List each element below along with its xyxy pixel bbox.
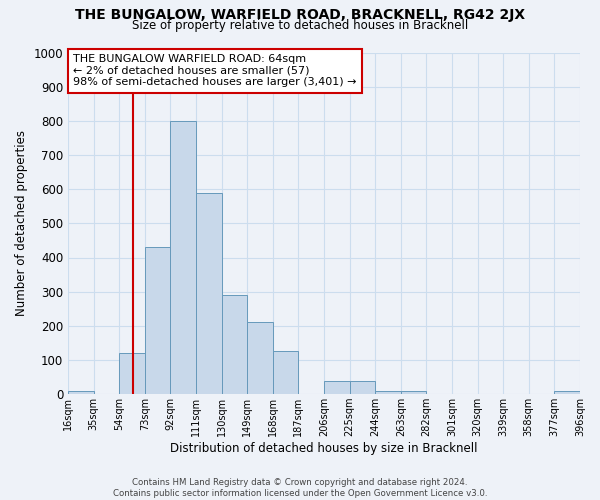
Bar xyxy=(196,192,221,394)
Bar xyxy=(145,247,170,394)
Bar xyxy=(119,353,145,394)
Bar xyxy=(170,121,196,394)
Bar xyxy=(247,322,273,394)
Bar xyxy=(273,352,298,394)
Bar xyxy=(401,391,427,394)
X-axis label: Distribution of detached houses by size in Bracknell: Distribution of detached houses by size … xyxy=(170,442,478,455)
Bar xyxy=(375,391,401,394)
Text: THE BUNGALOW WARFIELD ROAD: 64sqm
← 2% of detached houses are smaller (57)
98% o: THE BUNGALOW WARFIELD ROAD: 64sqm ← 2% o… xyxy=(73,54,356,88)
Bar xyxy=(350,380,375,394)
Bar xyxy=(324,380,350,394)
Y-axis label: Number of detached properties: Number of detached properties xyxy=(15,130,28,316)
Bar xyxy=(554,391,580,394)
Text: Size of property relative to detached houses in Bracknell: Size of property relative to detached ho… xyxy=(132,19,468,32)
Text: Contains HM Land Registry data © Crown copyright and database right 2024.
Contai: Contains HM Land Registry data © Crown c… xyxy=(113,478,487,498)
Text: THE BUNGALOW, WARFIELD ROAD, BRACKNELL, RG42 2JX: THE BUNGALOW, WARFIELD ROAD, BRACKNELL, … xyxy=(75,8,525,22)
Bar xyxy=(221,295,247,394)
Bar xyxy=(68,391,94,394)
